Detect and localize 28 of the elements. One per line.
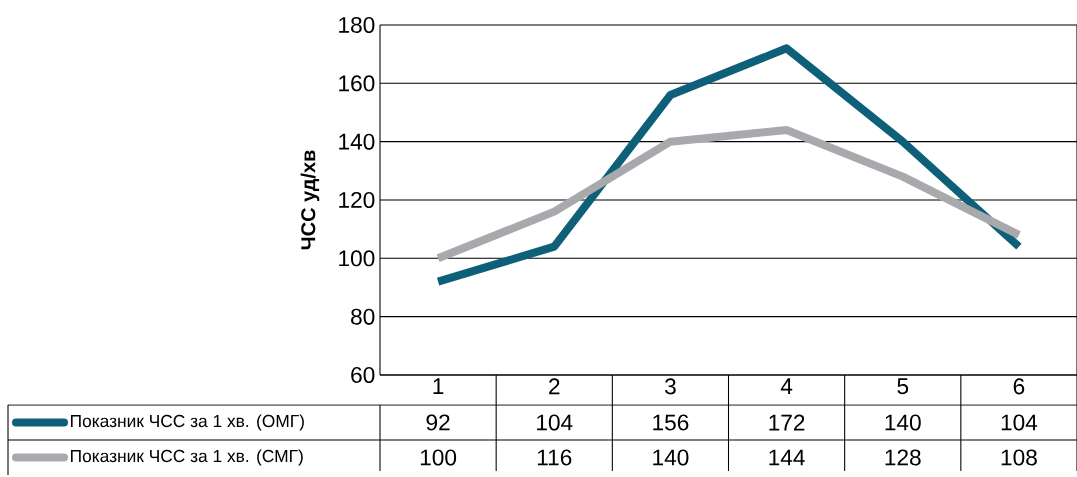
- x-tick-label: 6: [1013, 378, 1025, 395]
- y-tick-label: 120: [339, 191, 375, 209]
- data-label: 104: [1001, 414, 1038, 431]
- x-tick-label: 1: [433, 378, 444, 394]
- data-label: 116: [537, 449, 572, 466]
- data-label: 104: [537, 414, 573, 431]
- data-label: 108: [1001, 449, 1037, 466]
- data-label: 100: [420, 449, 457, 466]
- legend-label: Показник ЧСС за 1 хв. (СМГ): [71, 449, 303, 466]
- y-axis-title: ЧСС уд/хв: [300, 150, 320, 250]
- legend-label: Показник ЧСС за 1 хв. (ОМГ): [71, 414, 304, 431]
- x-tick-label: 3: [664, 378, 676, 395]
- data-label: 128: [885, 449, 921, 466]
- data-label: 140: [653, 449, 689, 466]
- data-label: 144: [769, 449, 805, 466]
- y-tick-label: 160: [339, 75, 375, 92]
- y-tick-label: 100: [339, 250, 375, 267]
- data-label: 92: [426, 414, 450, 431]
- y-tick-label: 140: [339, 133, 375, 150]
- x-tick-label: 2: [549, 378, 560, 395]
- data-label: 156: [653, 414, 689, 431]
- data-label: 172: [769, 414, 805, 431]
- x-tick-label: 4: [780, 378, 793, 394]
- y-tick-label: 180: [339, 16, 375, 34]
- data-label: 140: [885, 414, 921, 431]
- y-tick-label: 60: [351, 366, 375, 384]
- x-tick-label: 5: [897, 378, 909, 395]
- y-tick-label: 80: [351, 308, 375, 325]
